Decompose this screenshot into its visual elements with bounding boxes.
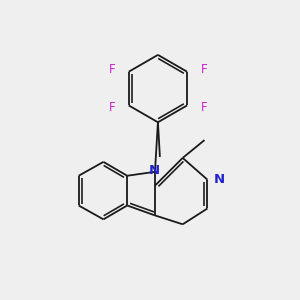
Text: F: F [201,63,207,76]
Text: N: N [214,173,225,186]
Text: F: F [201,101,207,114]
Text: F: F [109,101,115,114]
Text: F: F [109,63,115,76]
Text: N: N [148,164,160,177]
